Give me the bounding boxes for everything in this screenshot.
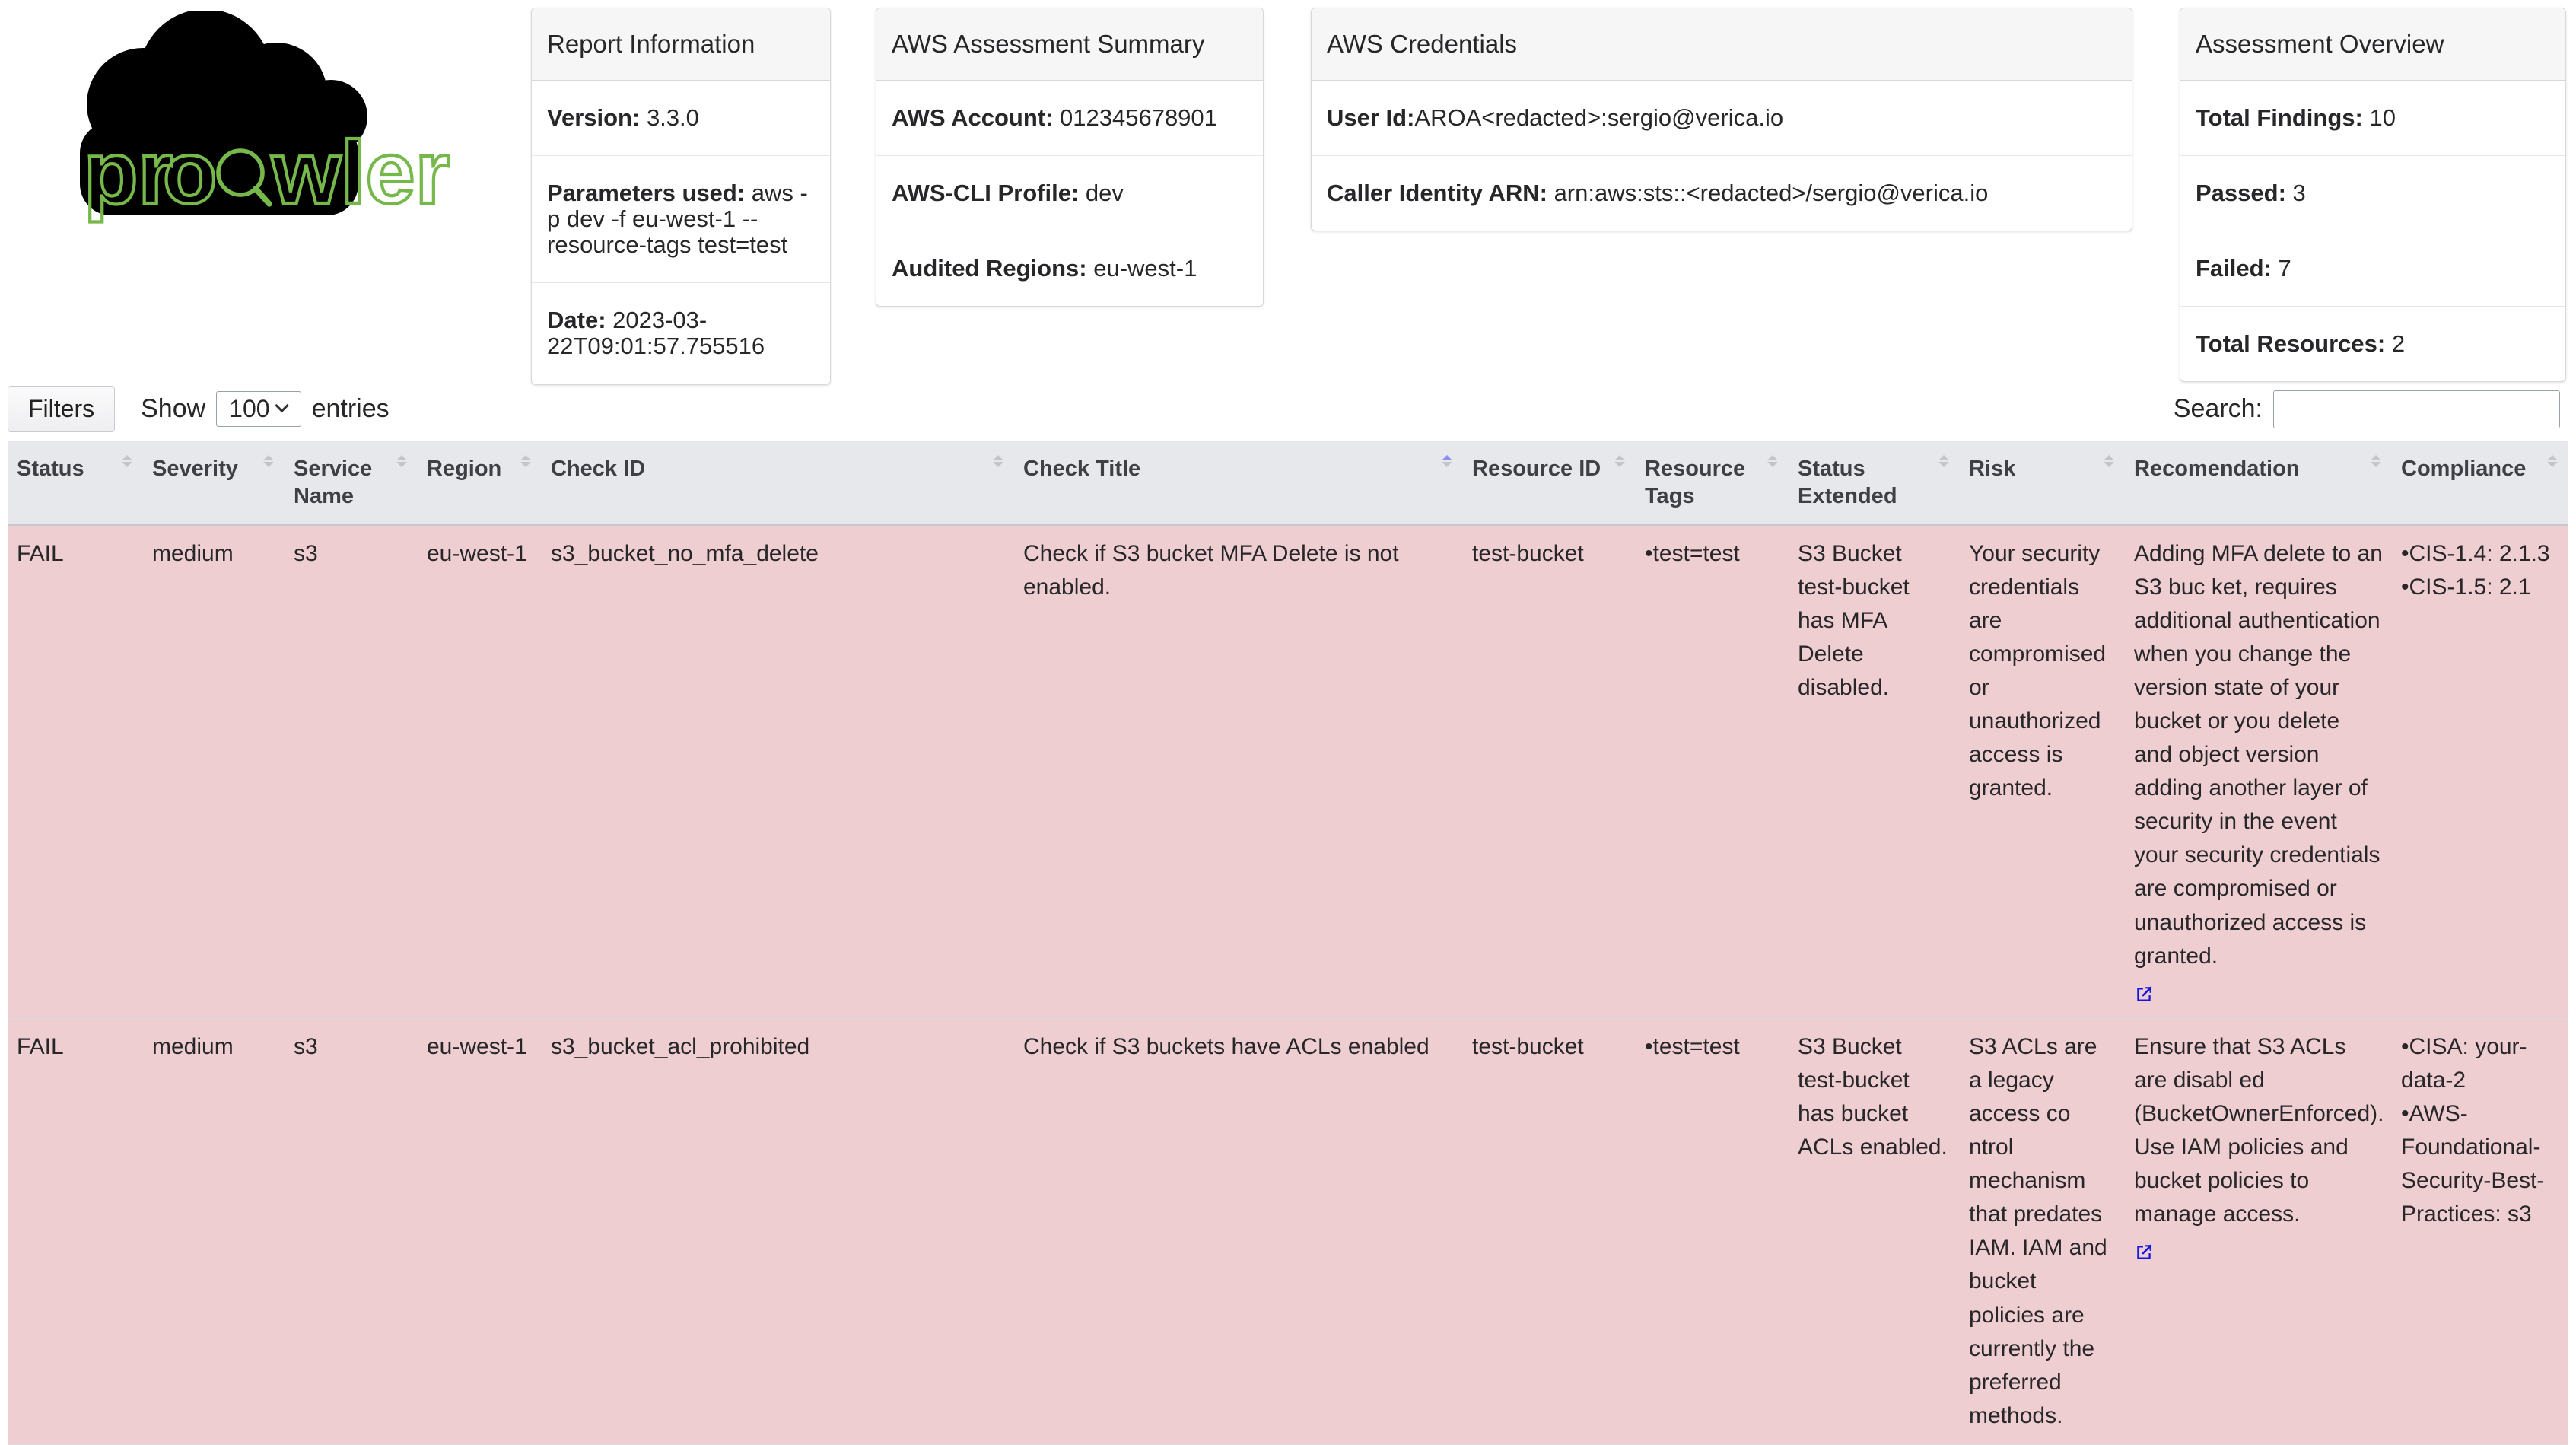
- svg-text:pr: pr: [84, 123, 173, 222]
- svg-text:o: o: [163, 123, 217, 222]
- svg-text:wler: wler: [271, 123, 450, 222]
